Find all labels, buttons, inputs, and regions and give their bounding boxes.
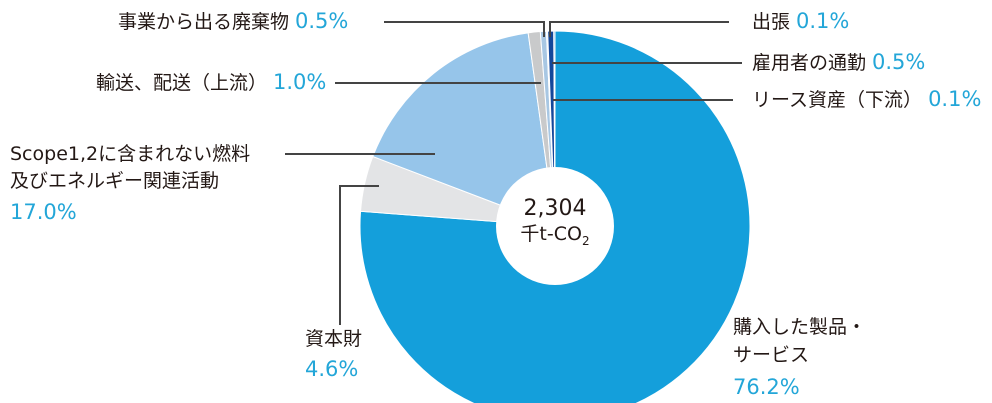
label-commuting-pct: 0.5% (872, 50, 926, 74)
leader-line-commuting (552, 62, 742, 64)
label-fuel-energy-name-2: 及びエネルギー関連活動 (10, 170, 220, 192)
leader-line-capital-v (339, 185, 341, 325)
label-capital-goods-pct: 4.6% (305, 357, 359, 381)
label-fuel-energy-pct: 17.0% (10, 200, 77, 224)
label-transport-name: 輸送、配送（上流） (96, 72, 268, 94)
label-leased-assets-name: リース資産（下流） (752, 89, 923, 111)
label-capital-goods: 資本財 4.6% (305, 326, 362, 382)
leader-line-capital (339, 185, 379, 187)
label-transport: 輸送、配送（上流） 1.0% (96, 70, 326, 95)
center-hole (496, 167, 614, 285)
pie-slice-2 (372, 32, 556, 227)
label-waste-name: 事業から出る廃棄物 (118, 11, 290, 33)
center-total-unit: 千t-CO2 (520, 223, 590, 248)
leader-line-business-travel (549, 21, 729, 23)
label-commuting-name: 雇用者の通勤 (752, 52, 867, 74)
label-capital-goods-name: 資本財 (305, 328, 363, 350)
label-commuting: 雇用者の通勤 0.5% (752, 50, 925, 75)
label-business-travel: 出張 0.1% (752, 9, 849, 34)
label-purchased-goods-name-1: 購入した製品・ (733, 316, 867, 338)
label-leased-assets: リース資産（下流） 0.1% (752, 87, 981, 112)
label-fuel-energy: Scope1,2に含まれない燃料 及びエネルギー関連活動 17.0% (10, 141, 250, 226)
leader-line-business-travel-v (549, 21, 551, 37)
center-total-value: 2,304 (523, 196, 587, 221)
label-purchased-goods-pct: 76.2% (733, 375, 800, 399)
leader-line-waste-v (543, 21, 545, 37)
label-business-travel-pct: 0.1% (796, 9, 850, 33)
label-transport-pct: 1.0% (273, 70, 327, 94)
leader-line-waste (384, 21, 544, 23)
leader-line-fuel (285, 153, 435, 155)
leader-line-leased (553, 99, 733, 101)
leader-line-transport (335, 82, 541, 84)
label-purchased-goods: 購入した製品・ サービス 76.2% (733, 313, 866, 401)
pie-slice-0 (359, 30, 751, 403)
label-purchased-goods-name-2: サービス (733, 344, 810, 366)
label-fuel-energy-name-1: Scope1,2に含まれない燃料 (10, 143, 251, 165)
label-waste-pct: 0.5% (295, 9, 349, 33)
label-waste: 事業から出る廃棄物 0.5% (118, 9, 348, 34)
center-total: 2,304 千t-CO2 (495, 196, 615, 253)
label-leased-assets-pct: 0.1% (928, 87, 982, 111)
label-business-travel-name: 出張 (752, 11, 791, 33)
